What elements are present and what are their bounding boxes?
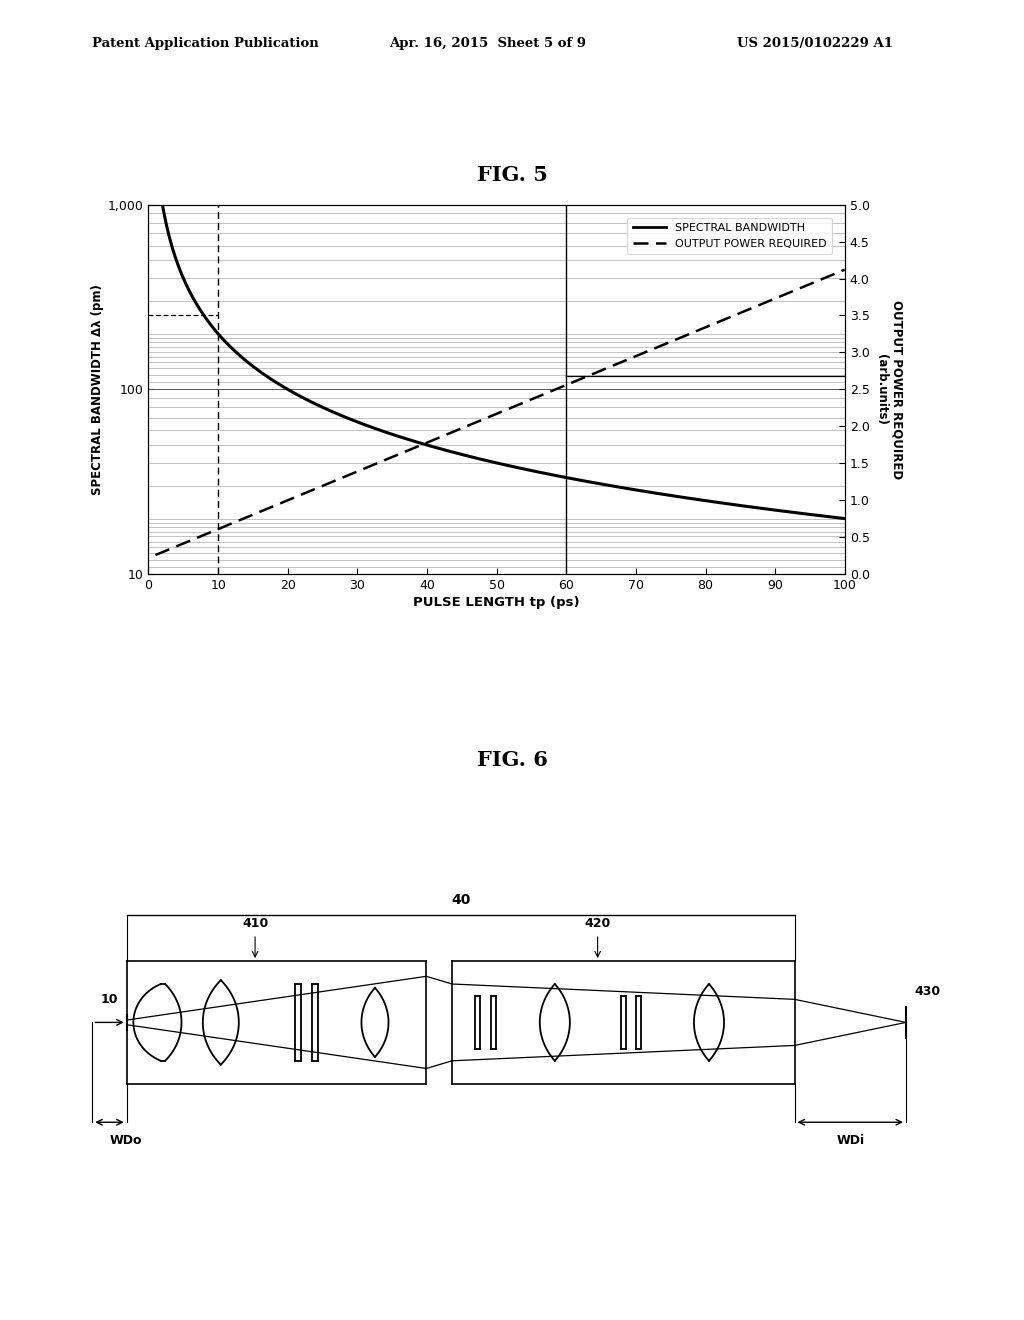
- Text: 430: 430: [914, 985, 941, 998]
- Y-axis label: SPECTRAL BANDWIDTH Δλ (pm): SPECTRAL BANDWIDTH Δλ (pm): [90, 284, 103, 495]
- Text: 40: 40: [451, 894, 470, 907]
- Text: WDi: WDi: [837, 1134, 864, 1147]
- Text: Patent Application Publication: Patent Application Publication: [92, 37, 318, 50]
- Text: Apr. 16, 2015  Sheet 5 of 9: Apr. 16, 2015 Sheet 5 of 9: [389, 37, 586, 50]
- Text: FIG. 6: FIG. 6: [476, 750, 548, 770]
- Text: WDo: WDo: [110, 1134, 142, 1147]
- Text: 10: 10: [101, 993, 119, 1006]
- Text: US 2015/0102229 A1: US 2015/0102229 A1: [737, 37, 893, 50]
- X-axis label: PULSE LENGTH tp (ps): PULSE LENGTH tp (ps): [414, 597, 580, 610]
- Y-axis label: OUTPUT POWER REQUIRED
(arb.units): OUTPUT POWER REQUIRED (arb.units): [876, 300, 903, 479]
- Text: 420: 420: [585, 917, 610, 931]
- Text: FIG. 5: FIG. 5: [476, 165, 548, 185]
- Legend: SPECTRAL BANDWIDTH, OUTPUT POWER REQUIRED: SPECTRAL BANDWIDTH, OUTPUT POWER REQUIRE…: [628, 218, 833, 255]
- Text: 410: 410: [242, 917, 268, 931]
